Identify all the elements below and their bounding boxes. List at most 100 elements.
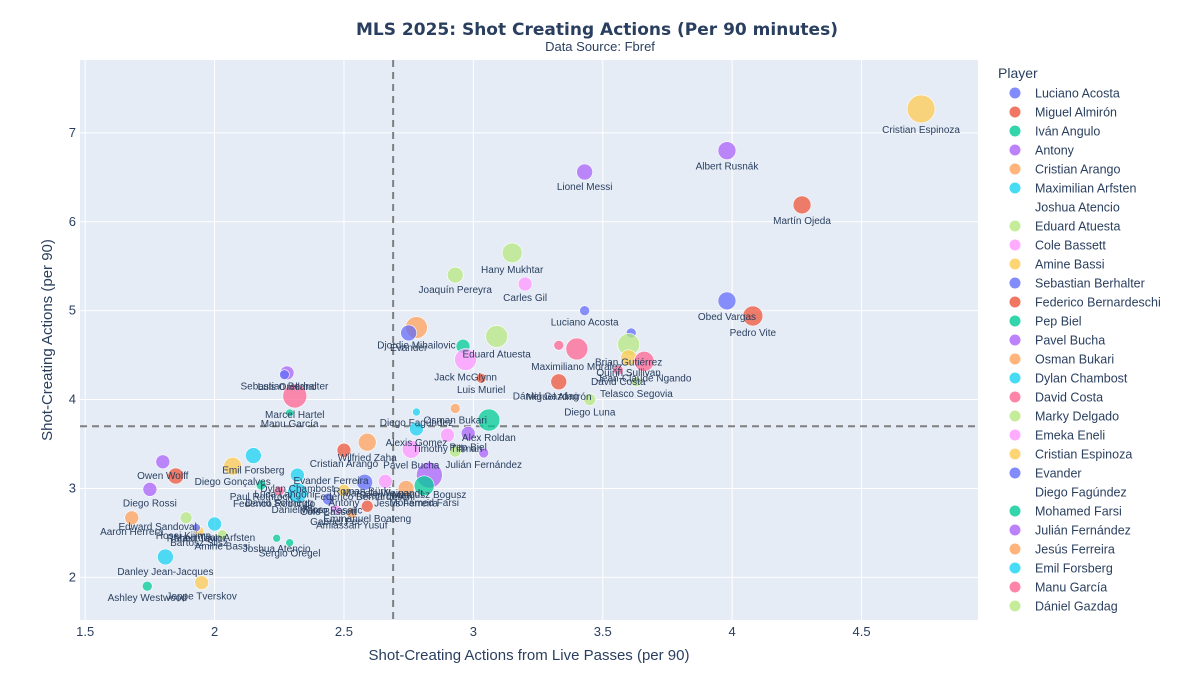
x-tick-label: 3.5 <box>594 624 612 639</box>
data-point <box>330 504 342 516</box>
data-point <box>553 340 565 351</box>
legend-item[interactable]: Eduard Atuesta <box>1009 220 1121 234</box>
data-point <box>449 403 461 414</box>
data-point <box>717 141 737 160</box>
legend-label: Cristian Espinoza <box>1035 448 1132 462</box>
data-point <box>155 454 171 470</box>
legend-label: Federico Bernardeschi <box>1035 296 1161 310</box>
data-point <box>279 369 290 380</box>
point-label: Amine Bassi <box>195 542 251 553</box>
point-label: Maximiliano Moralez <box>531 362 622 373</box>
point-label: Marcelo Weigandt <box>343 488 424 499</box>
point-label: Evander <box>390 343 428 354</box>
point-label: Federico Redondo <box>233 499 316 510</box>
legend-item[interactable]: Mohamed Farsi <box>1009 505 1122 519</box>
data-point <box>485 325 508 348</box>
legend-item[interactable]: Iván Angulo <box>1009 125 1101 139</box>
legend-item[interactable]: Cristian Espinoza <box>1009 448 1133 462</box>
data-point <box>223 456 242 476</box>
legend-item[interactable]: Emil Forsberg <box>1009 562 1113 576</box>
data-point <box>579 305 590 316</box>
data-point <box>357 432 377 452</box>
data-point <box>272 533 281 543</box>
point-label: Danley Jean-Jacques <box>117 567 213 578</box>
x-tick-label: 4.5 <box>853 624 871 639</box>
gridlines <box>80 60 978 620</box>
legend-item[interactable]: Antony <box>1009 144 1075 158</box>
point-label: Aaron Herrera <box>100 527 164 538</box>
data-point <box>409 421 424 437</box>
legend-label: Pep Biel <box>1035 315 1082 329</box>
legend-marker <box>1009 467 1021 479</box>
legend-item[interactable]: Emeka Eneli <box>1009 429 1106 443</box>
data-point <box>282 383 308 409</box>
legend-label: Cristian Arango <box>1035 163 1121 177</box>
data-point <box>322 492 335 506</box>
legend-item[interactable]: Dylan Chambost <box>1009 372 1128 386</box>
legend-item[interactable]: Amine Bassi <box>1009 258 1105 272</box>
point-label: Julián Fernández <box>445 460 522 471</box>
point-label: Carles Gil <box>503 293 547 304</box>
point-label: Cristian Arango <box>310 459 379 470</box>
point-label: Robert Taylor <box>167 534 227 545</box>
x-axis-title: Shot-Creating Actions from Live Passes (… <box>369 647 690 664</box>
data-point <box>290 467 305 483</box>
point-label: Sebastian Berhalter <box>241 382 330 393</box>
legend-item[interactable]: Osman Bukari <box>1009 353 1115 367</box>
legend-item[interactable]: Marky Delgado <box>1009 410 1120 424</box>
legend-item[interactable]: David Costa <box>1009 391 1104 405</box>
legend-item[interactable]: Dániel Gazdag <box>1009 600 1118 614</box>
legend-item[interactable]: Joshua Atencio <box>1035 201 1120 215</box>
y-tick-label: 2 <box>69 569 76 584</box>
point-label: Diego Luna <box>564 408 616 419</box>
data-point <box>401 440 421 459</box>
legend-item[interactable]: Cristian Arango <box>1009 163 1121 177</box>
legend-item[interactable]: Manu García <box>1009 581 1108 595</box>
legend-item[interactable]: Cole Bassett <box>1009 239 1107 253</box>
point-labels: Cristian Espinoza Albert Rusnák Lionel Mes… <box>100 125 960 604</box>
legend-label: Manu García <box>1035 581 1107 595</box>
legend-item[interactable]: Miguel Almirón <box>1009 106 1118 120</box>
legend-marker <box>1009 448 1021 460</box>
legend-item[interactable]: Diego Fagúndez <box>1035 486 1127 500</box>
data-point <box>337 483 351 497</box>
legend-item[interactable]: Maximilian Arfsten <box>1009 182 1137 196</box>
legend-item[interactable]: Julián Fernández <box>1009 524 1131 538</box>
legend-item[interactable]: Luciano Acosta <box>1009 87 1120 101</box>
y-tick-label: 7 <box>69 125 76 140</box>
x-tick-labels: 1.5 2 2.5 3 3.5 4 4.5 <box>76 624 870 639</box>
point-label: Joaquín Pereyra <box>419 285 493 296</box>
point-label: Martín Ojeda <box>773 216 831 227</box>
point-label: Luis Muriel <box>457 385 505 396</box>
legend-label: Cole Bassett <box>1035 239 1106 253</box>
data-point <box>517 276 533 292</box>
point-label: Edward Sandoval <box>118 522 196 533</box>
legend-item[interactable]: Pavel Bucha <box>1009 334 1106 348</box>
legend-marker <box>1009 524 1021 536</box>
data-point <box>285 408 294 418</box>
point-label: Bartosz Slisz <box>170 538 228 549</box>
legend-marker <box>1009 87 1021 99</box>
data-point <box>717 291 737 311</box>
legend-marker <box>1009 334 1021 346</box>
legend-marker <box>1009 163 1021 175</box>
legend-item[interactable]: Jesús Ferreira <box>1009 543 1115 557</box>
legend-item[interactable]: Pep Biel <box>1009 315 1082 329</box>
legend-item[interactable]: Sebastian Berhalter <box>1009 277 1145 291</box>
chart-title: MLS 2025: Shot Creating Actions (Per 90 … <box>356 20 838 40</box>
point-label: Hosei Kijima <box>156 531 212 542</box>
point-label: David Costa <box>591 377 646 388</box>
legend-item[interactable]: Federico Bernardeschi <box>1009 296 1161 310</box>
point-label: Pep Biel <box>450 442 487 453</box>
data-point <box>346 508 358 519</box>
point-label: Jack McGlynn <box>434 373 497 384</box>
legend[interactable]: Luciano Acosta Miguel Almirón Iván Angulo A… <box>1009 87 1161 614</box>
point-label: Jean-Claude Ngando <box>597 373 692 384</box>
point-label: Roman Bürki <box>333 487 391 498</box>
point-label: Luis Orellano <box>258 382 317 393</box>
legend-marker <box>1009 315 1021 327</box>
point-label: Diego Gonçalves <box>195 477 271 488</box>
y-tick-label: 3 <box>69 480 76 495</box>
legend-item[interactable]: Evander <box>1009 467 1082 481</box>
y-tick-label: 4 <box>69 392 76 407</box>
